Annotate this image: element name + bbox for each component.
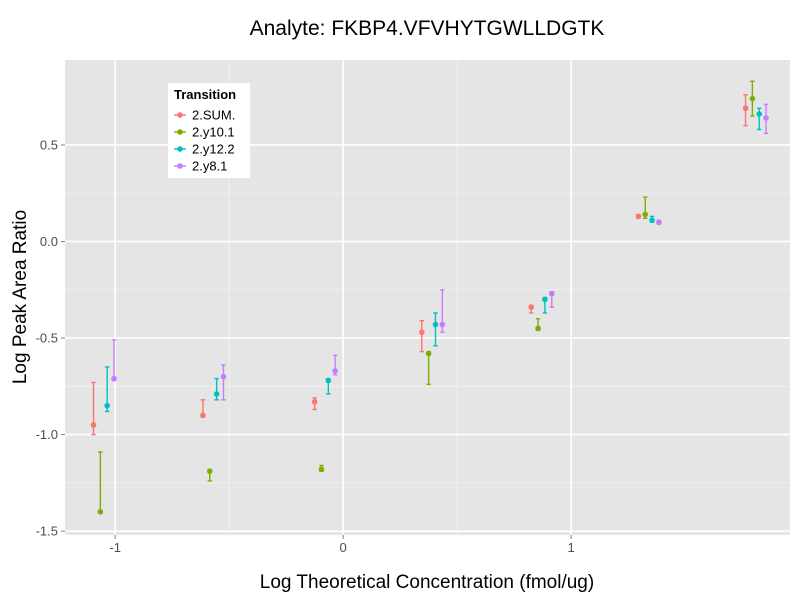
legend-label: 2.SUM. — [192, 108, 235, 123]
data-point — [649, 217, 655, 224]
data-point — [756, 111, 763, 117]
y-tick-label: -1.5 — [36, 524, 58, 539]
data-point — [548, 290, 555, 297]
data-point — [542, 296, 548, 303]
legend-label: 2.y8.1 — [192, 159, 227, 174]
legend-label: 2.y12.2 — [192, 142, 235, 157]
y-axis-title: Log Peak Area Ratio — [10, 210, 31, 384]
x-tick-label: -1 — [109, 540, 121, 555]
data-point — [318, 466, 325, 473]
x-axis-ticks: -1 0 1 — [109, 535, 575, 555]
y-tick-label: 0.0 — [40, 234, 58, 249]
data-point — [419, 329, 425, 336]
data-point — [528, 304, 535, 310]
x-tick-label: 1 — [568, 540, 575, 555]
data-point — [332, 368, 338, 374]
legend-title: Transition — [174, 87, 236, 102]
data-point — [642, 211, 649, 218]
data-point — [104, 402, 110, 409]
legend-label: 2.y10.1 — [192, 125, 235, 140]
data-point — [742, 105, 749, 112]
series-2-sum — [90, 94, 749, 436]
data-point — [311, 398, 318, 405]
data-point — [425, 350, 432, 357]
data-marks — [90, 80, 769, 515]
data-point — [90, 422, 97, 428]
data-point — [749, 95, 756, 102]
legend-items: 2.SUM. 2.y10.1 2.y12.2 2.y8.1 — [174, 108, 235, 174]
legend-key-point — [177, 112, 183, 118]
x-axis-title: Log Theoretical Concentration (fmol/ug) — [260, 572, 594, 593]
data-point — [220, 373, 227, 380]
series-2-y12-2 — [104, 107, 763, 413]
y-tick-label: -0.5 — [36, 331, 58, 346]
data-point — [97, 509, 104, 515]
series-2-y10-1 — [97, 80, 756, 515]
legend-key-point — [177, 163, 183, 169]
data-point — [111, 375, 117, 382]
data-point — [635, 213, 642, 220]
data-point — [763, 115, 769, 121]
data-point — [432, 321, 439, 328]
legend: Transition 2.SUM. 2.y10.1 2.y12.2 2.y8.1 — [168, 83, 250, 178]
data-point — [439, 321, 446, 328]
chart-title: Analyte: FKBP4.VFVHYTGWLLDGTK — [250, 17, 605, 40]
major-gridlines — [65, 60, 790, 535]
y-tick-label: 0.5 — [40, 137, 58, 152]
y-axis-ticks: -1.5 -1.0 -0.5 0.0 0.5 — [36, 137, 65, 539]
data-point — [325, 377, 332, 384]
data-point — [656, 219, 662, 225]
x-tick-label: 0 — [340, 540, 347, 555]
legend-key-point — [177, 146, 183, 152]
series-2-y8-1 — [111, 103, 769, 401]
data-point — [535, 325, 541, 332]
data-point — [206, 468, 213, 475]
data-point — [200, 412, 206, 419]
legend-key-point — [177, 129, 183, 135]
y-tick-label: -1.0 — [36, 427, 58, 442]
data-point — [213, 391, 220, 397]
